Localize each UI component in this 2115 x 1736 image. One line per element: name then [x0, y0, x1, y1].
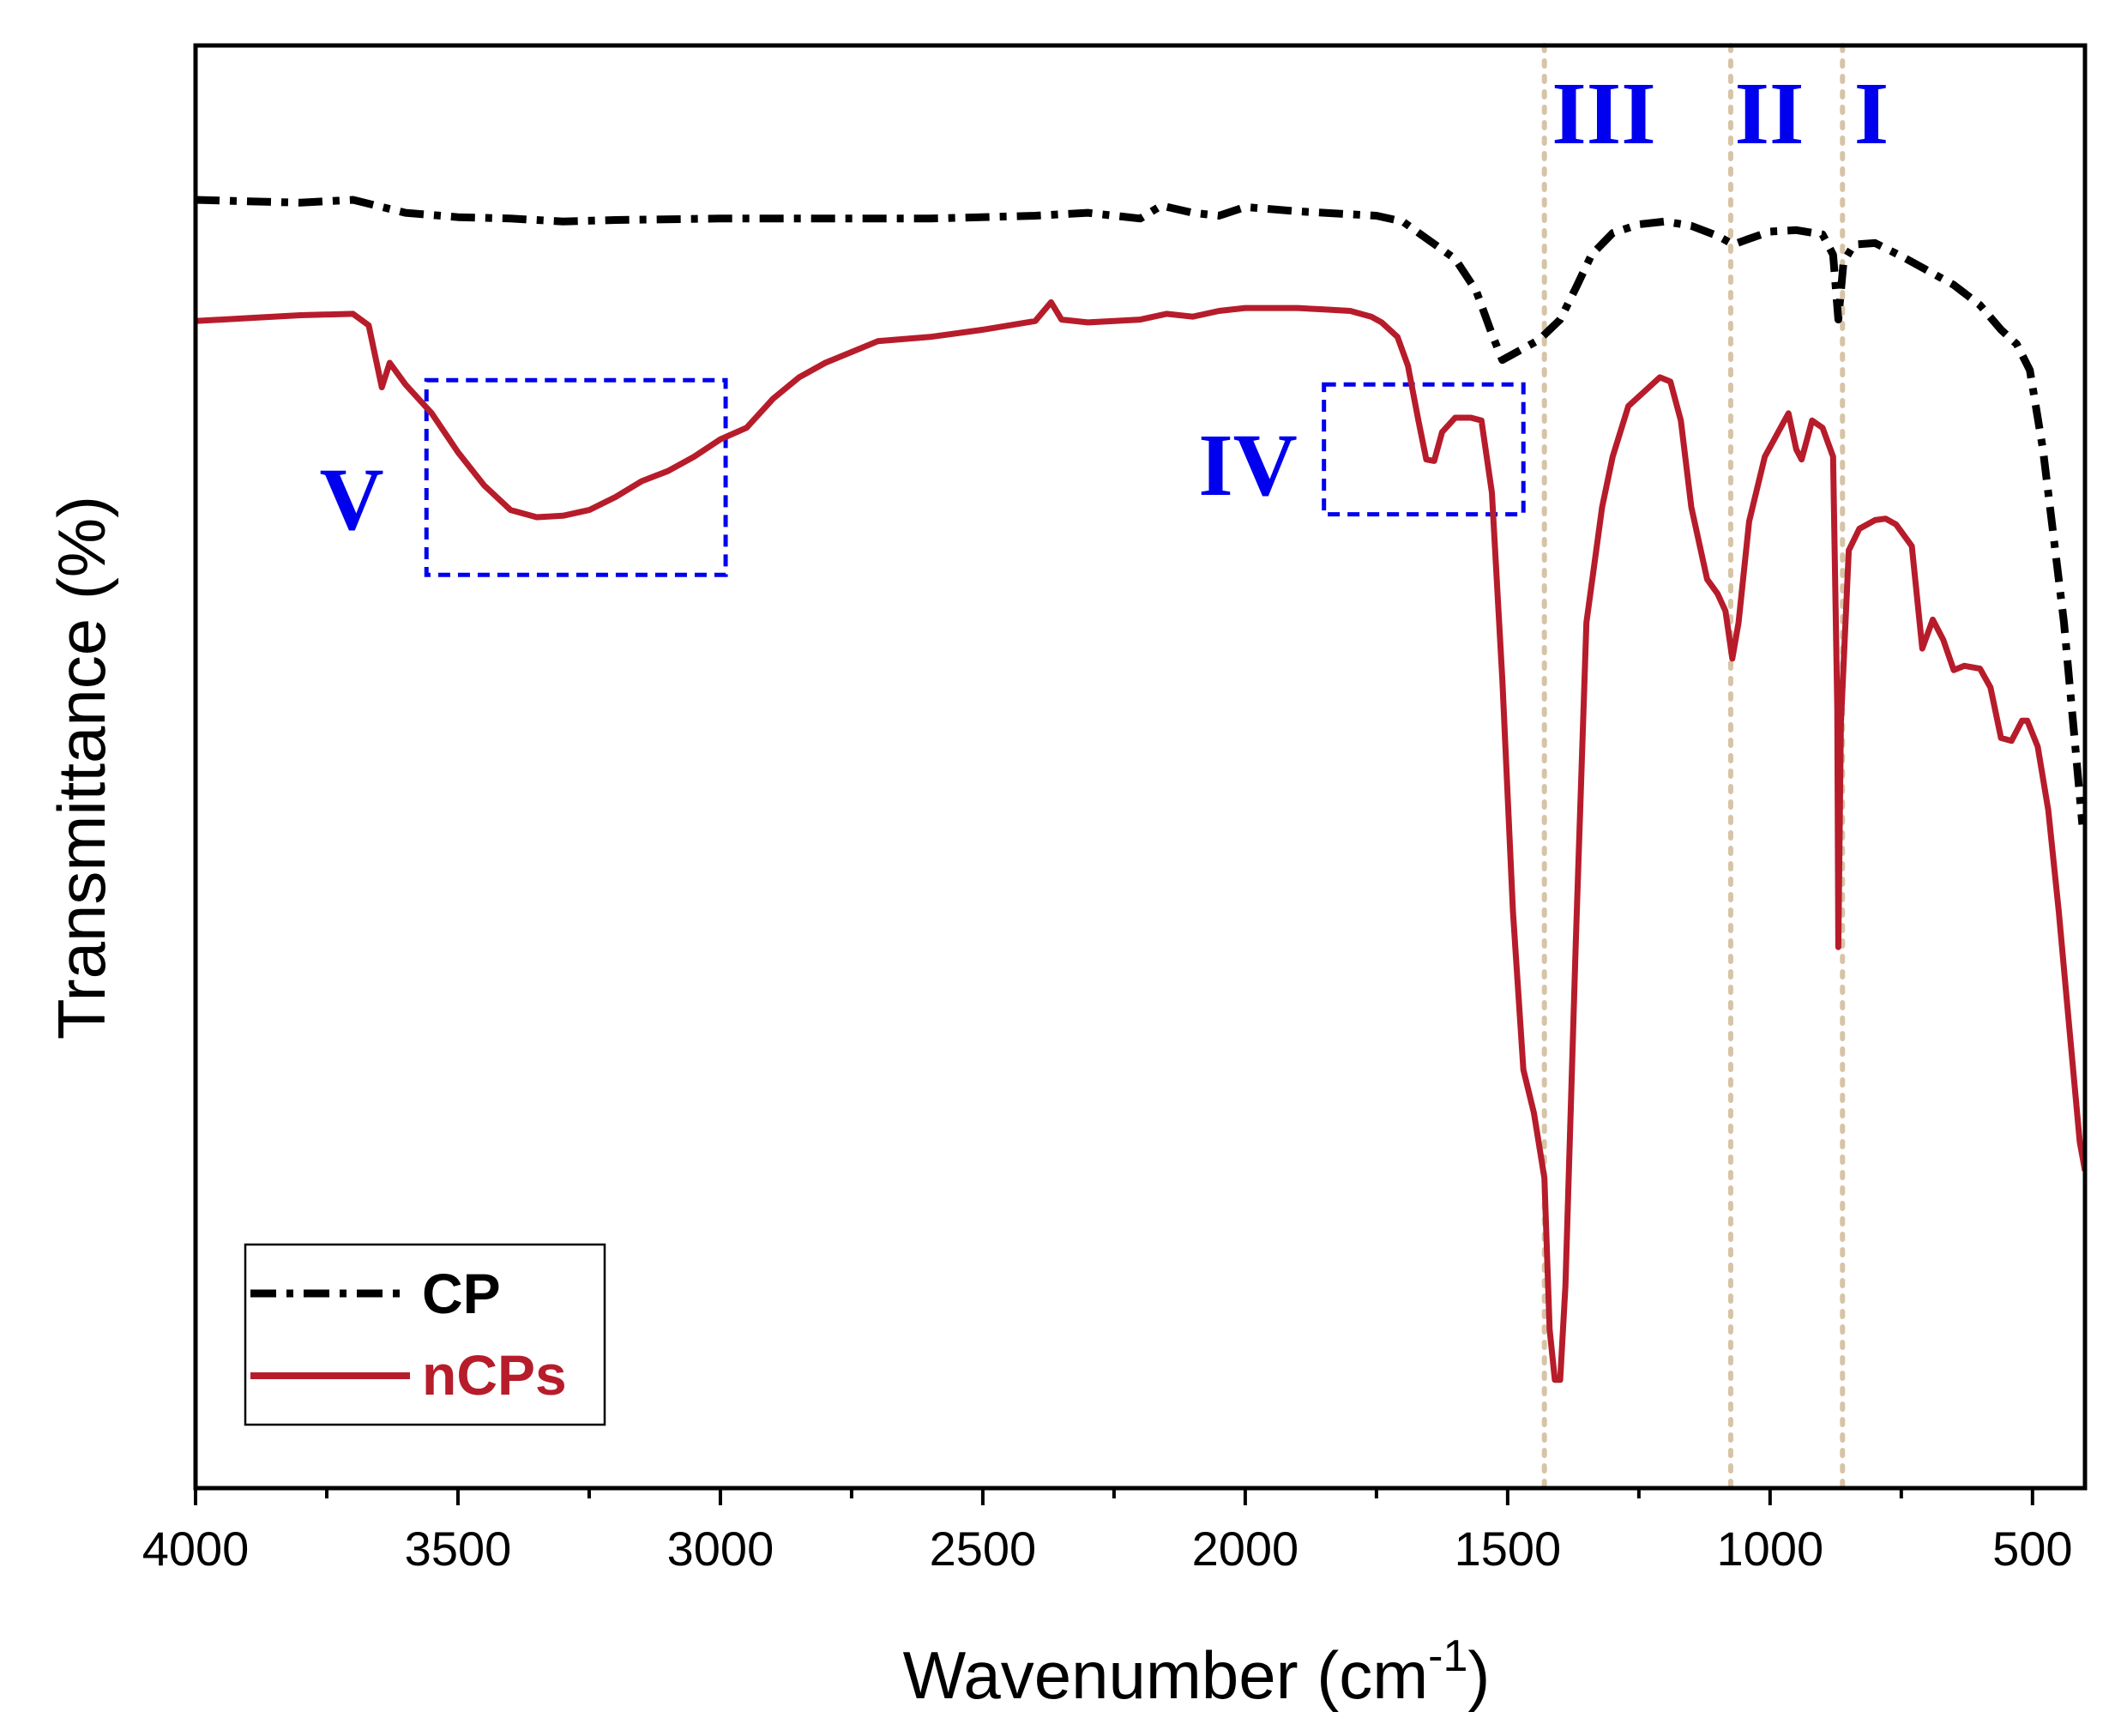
series-group [196, 196, 2085, 1383]
series-line-ncps [196, 298, 2085, 1383]
x-tick-label-3000: 3000 [667, 1522, 774, 1576]
legend-label-ncps: nCPs [422, 1343, 567, 1407]
region-boxes: V IV [319, 377, 1526, 577]
x-tick-label-2000: 2000 [1192, 1522, 1299, 1576]
y-axis-title: Transmittance (%) [44, 496, 119, 1040]
region-box-IV [1322, 382, 1526, 517]
region-label-IV: IV [1198, 416, 1298, 515]
plot-frame [193, 43, 2088, 1491]
legend: CP nCPs [244, 1243, 606, 1426]
peak-label-II: II [1735, 64, 1805, 163]
x-tick-label-2500: 2500 [930, 1522, 1037, 1576]
series-line-cp [196, 196, 2085, 825]
x-tick-label-1000: 1000 [1717, 1522, 1824, 1576]
legend-label-cp: CP [422, 1262, 501, 1325]
x-axis-ticks [194, 1488, 2034, 1505]
x-tick-label-500: 500 [1992, 1522, 2072, 1576]
peak-label-I: I [1854, 64, 1889, 163]
x-tick-label-3500: 3500 [405, 1522, 512, 1576]
legend-box [244, 1243, 606, 1426]
x-tick-label-4000: 4000 [142, 1522, 250, 1576]
region-box-V [424, 377, 728, 577]
x-axis-tick-labels: 4000 3500 3000 2500 2000 1500 1000 500 [142, 1522, 2073, 1576]
x-axis-title: Wavenumber (cm-1) [903, 1631, 1491, 1713]
region-label-V: V [319, 450, 383, 549]
peak-label-III: III [1552, 64, 1655, 163]
x-tick-label-1500: 1500 [1455, 1522, 1562, 1576]
